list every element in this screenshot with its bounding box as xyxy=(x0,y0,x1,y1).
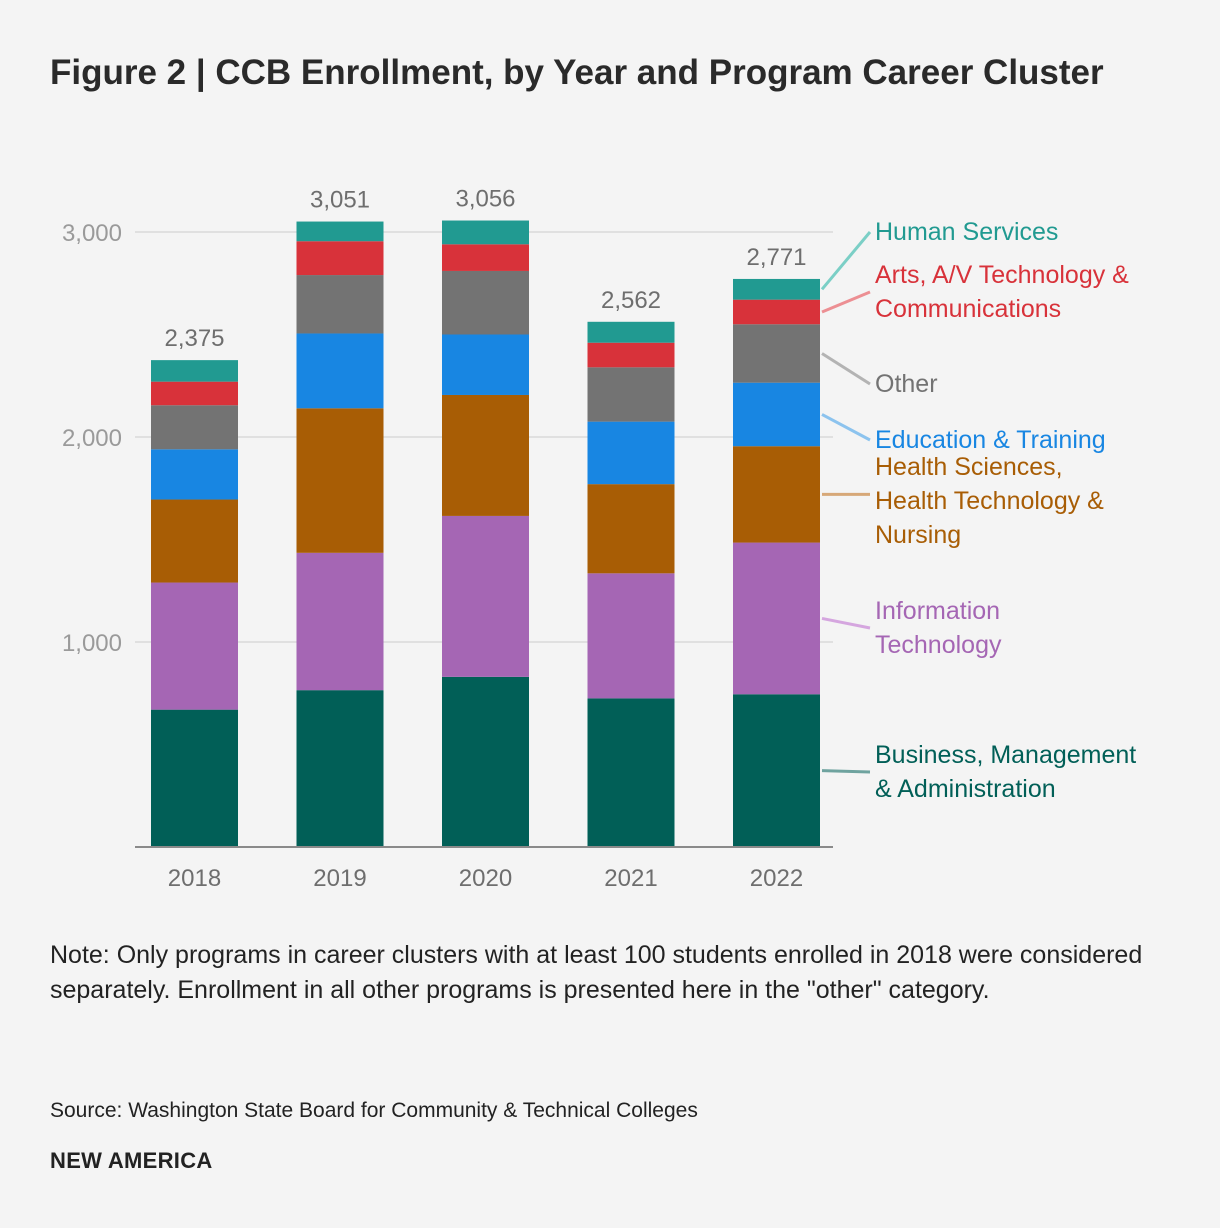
x-tick-label: 2020 xyxy=(459,865,512,892)
chart-title: Figure 2 | CCB Enrollment, by Year and P… xyxy=(50,53,1104,92)
axes: 1,000 2,000 3,000 2018 2019 2020 2021 2022 xyxy=(62,220,833,892)
x-tick-label: 2019 xyxy=(313,865,366,892)
bar-segment xyxy=(442,244,529,271)
bar-segment xyxy=(733,324,820,383)
bar-segment xyxy=(733,278,820,300)
brand-logo: NEW AMERICA xyxy=(50,1148,213,1173)
bar-segment xyxy=(296,690,384,847)
x-tick-label: 2022 xyxy=(750,865,803,892)
bar-segment xyxy=(151,709,238,847)
bar-segment xyxy=(733,382,820,447)
bar-segment xyxy=(151,582,238,710)
bar-segment xyxy=(151,499,238,583)
bar-segment xyxy=(151,449,238,500)
bar-segment xyxy=(296,241,384,276)
bar-segment xyxy=(442,270,529,335)
bar-segment xyxy=(442,394,529,516)
x-tick-label: 2018 xyxy=(168,865,221,892)
chart-source: Source: Washington State Board for Commu… xyxy=(50,1099,698,1122)
bar-segment xyxy=(442,334,529,395)
legend-label: Health Sciences, xyxy=(875,453,1063,481)
bar-segment xyxy=(587,367,675,422)
bar-segment xyxy=(296,275,384,334)
y-tick-label: 2,000 xyxy=(62,425,122,452)
bar-segment xyxy=(442,515,529,677)
total-label: 2,562 xyxy=(601,287,661,314)
bar-segment xyxy=(296,333,384,409)
legend-label: Human Services xyxy=(875,218,1058,246)
legend-label: Communications xyxy=(875,295,1061,323)
legend-connector xyxy=(820,231,872,291)
bar-segment xyxy=(151,405,238,450)
bar-segment xyxy=(587,698,675,847)
bar-segment xyxy=(587,573,675,699)
total-label: 2,771 xyxy=(746,244,806,271)
legend-label: Nursing xyxy=(875,521,961,549)
bar-segment xyxy=(733,299,820,325)
bars xyxy=(151,220,820,847)
legend-label: Business, Management xyxy=(875,741,1136,769)
bar-segment xyxy=(296,221,384,242)
legend-label: Health Technology & xyxy=(875,487,1104,515)
bar-segment xyxy=(442,220,529,245)
x-tick-label: 2021 xyxy=(604,865,657,892)
bar-segment xyxy=(296,552,384,691)
bar-segment xyxy=(587,421,675,485)
bar-segment xyxy=(733,694,820,847)
stacked-bar-chart: 2,375 3,051 3,056 2,562 2,771 1,000 2,000 3,00… xyxy=(62,186,1136,892)
legend-connector xyxy=(821,290,871,314)
y-tick-label: 3,000 xyxy=(62,220,122,247)
legend-label: Arts, A/V Technology & xyxy=(875,261,1129,289)
legend-label: Information xyxy=(875,597,1000,625)
bar-segment xyxy=(151,381,238,406)
bar-segment xyxy=(587,342,675,368)
legend-label: Other xyxy=(875,370,938,398)
legend-connector xyxy=(821,769,871,774)
bar-segment xyxy=(587,321,675,343)
bar-segment xyxy=(442,676,529,847)
legend-connector xyxy=(821,616,871,630)
bar-segment xyxy=(587,484,675,574)
total-labels: 2,375 3,051 3,056 2,562 2,771 xyxy=(164,186,806,353)
bar-segment xyxy=(296,408,384,553)
bar-segment xyxy=(151,360,238,382)
bar-segment xyxy=(733,446,820,543)
legend: Business, Management & Administration Info… xyxy=(820,218,1136,803)
legend-label: & Administration xyxy=(875,775,1056,803)
total-label: 3,051 xyxy=(310,187,370,214)
legend-connector xyxy=(821,413,871,442)
y-tick-label: 1,000 xyxy=(62,630,122,657)
total-label: 3,056 xyxy=(455,186,515,213)
legend-label: Education & Training xyxy=(875,426,1106,454)
bar-segment xyxy=(733,542,820,695)
chart-note: Note: Only programs in career clusters w… xyxy=(50,941,1143,1004)
legend-label: Technology xyxy=(875,631,1002,659)
legend-connector xyxy=(821,352,871,386)
total-label: 2,375 xyxy=(164,325,224,352)
